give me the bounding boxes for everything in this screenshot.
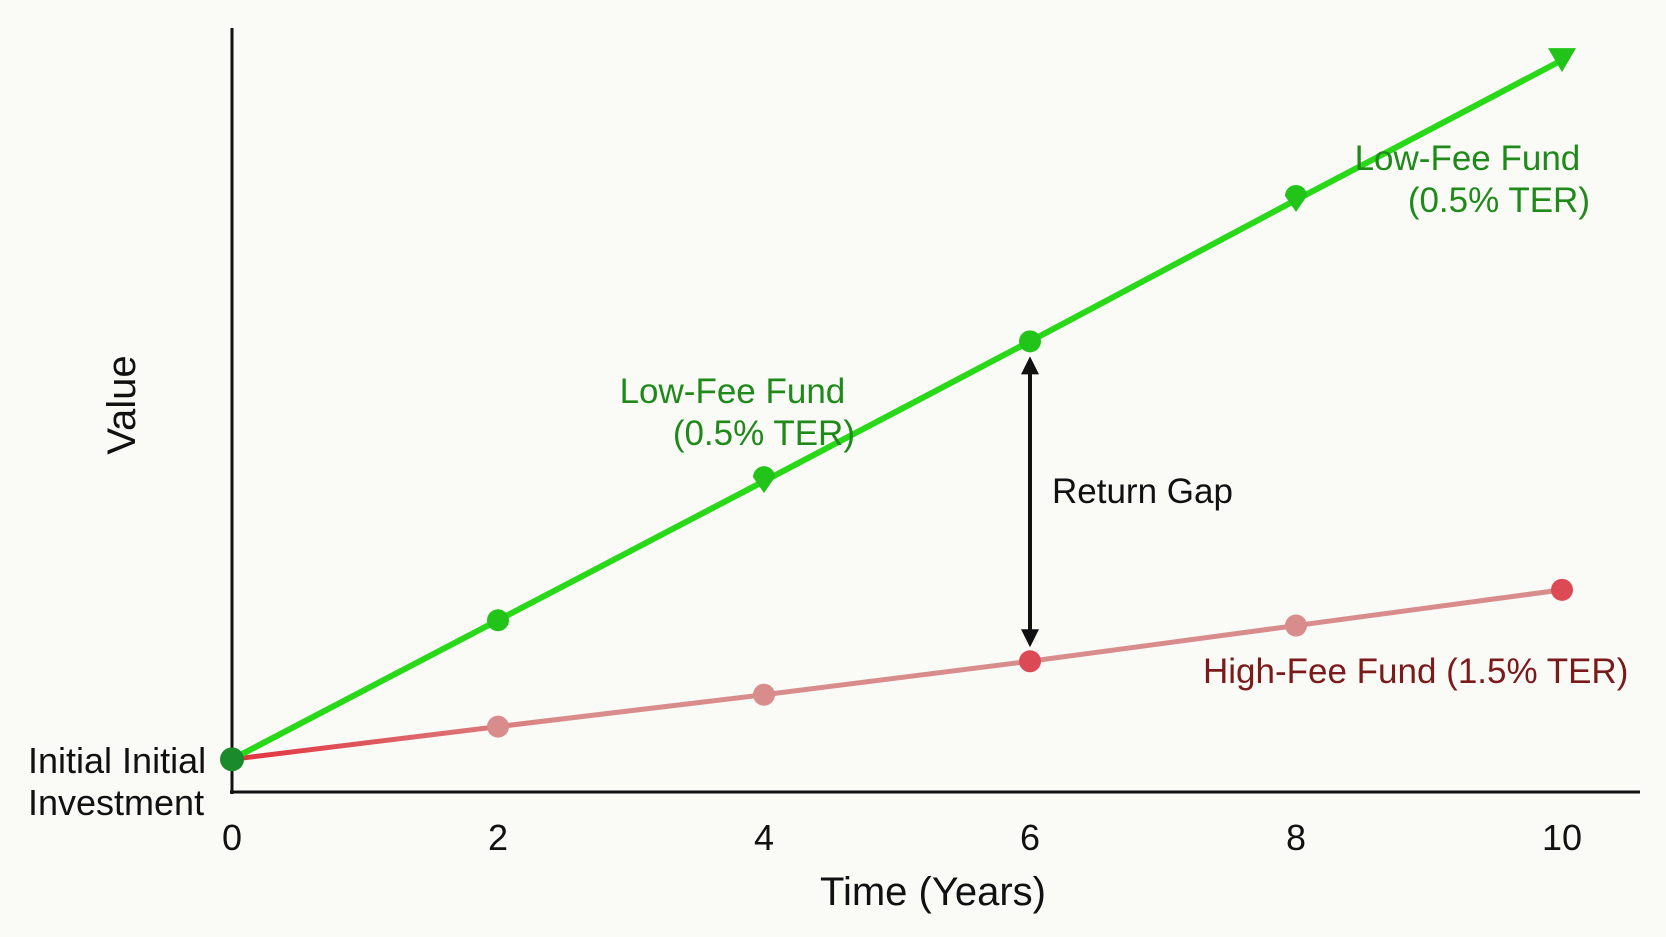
series-layer [220, 48, 1576, 772]
high-fee-point [487, 715, 509, 738]
high-fee-line [231, 587, 1563, 762]
low-fee-point [487, 609, 509, 632]
low-fee-end-label-line-2: (0.5% TER) [1408, 181, 1590, 220]
low-fee-mid-label: Low-Fee Fund (0.5% TER) [620, 372, 855, 453]
y-origin-label-line-2: Investment [28, 782, 204, 823]
x-tick-label: 6 [1020, 817, 1040, 858]
return-gap-label: Return Gap [1052, 472, 1233, 511]
x-tick-label: 2 [488, 817, 508, 858]
low-fee-mid-label-line-2: (0.5% TER) [673, 414, 855, 453]
low-fee-end-label-line-1: Low-Fee Fund [1355, 139, 1581, 178]
high-fee-point [1551, 578, 1573, 601]
low-fee-point [1019, 330, 1041, 353]
return-gap-arrow-head-top [1021, 356, 1039, 375]
x-tick-label: 0 [222, 817, 242, 858]
high-fee-label: High-Fee Fund (1.5% TER) [1203, 652, 1628, 691]
x-tick-label: 4 [754, 817, 774, 858]
return-gap-arrow [1021, 356, 1039, 648]
low-fee-mid-label-line-1: Low-Fee Fund [620, 372, 846, 411]
low-fee-end-label: Low-Fee Fund (0.5% TER) [1355, 139, 1590, 220]
x-tick-label: 10 [1542, 817, 1582, 858]
x-tick-label: 8 [1286, 817, 1306, 858]
low-fee-point-end [1548, 48, 1576, 73]
x-axis-title: Time (Years) [820, 870, 1046, 914]
high-fee-point [1019, 650, 1041, 673]
origin-point [220, 747, 244, 772]
chart-axes [230, 28, 1640, 794]
low-fee-point [1285, 184, 1307, 212]
y-axis-title: Value [100, 355, 144, 454]
x-tick-labels: 0 2 4 6 8 10 [222, 817, 1582, 858]
high-fee-point [1285, 614, 1307, 637]
y-origin-label: Initial Initial Investment [28, 740, 216, 823]
low-fee-line [230, 57, 1564, 762]
y-origin-label-line-1: Initial Initial [28, 740, 206, 781]
high-fee-point [753, 683, 775, 706]
low-fee-point [753, 466, 775, 494]
return-gap-arrow-head-bottom [1021, 629, 1039, 648]
